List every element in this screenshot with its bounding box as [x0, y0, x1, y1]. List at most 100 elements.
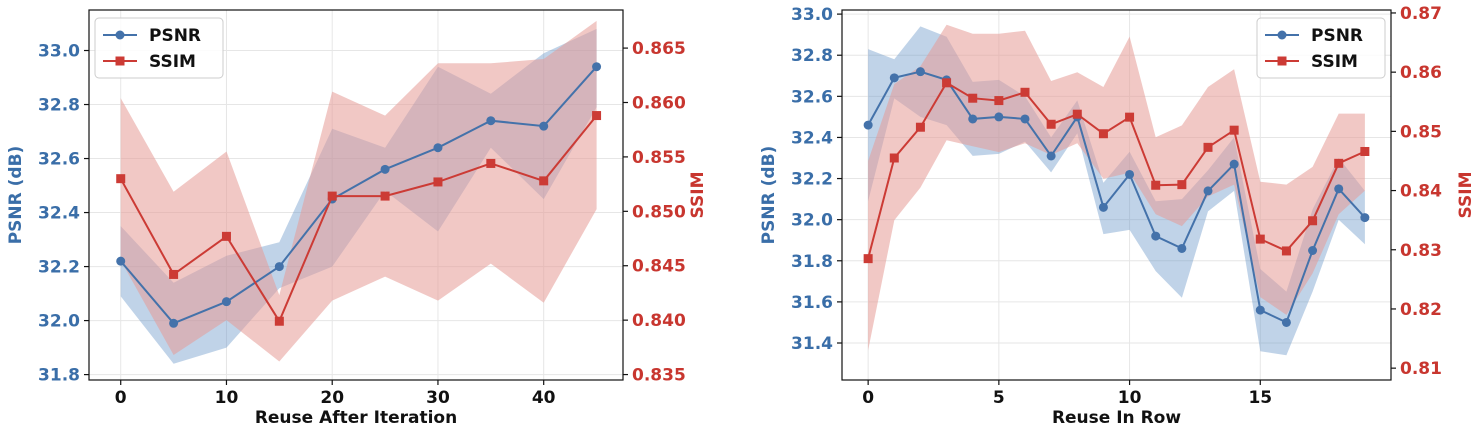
chart2-ssim-point	[915, 122, 925, 132]
chart1-x-tick-label: 20	[320, 388, 344, 408]
chart2-x-tick-label: 0	[862, 388, 874, 408]
chart2-psnr-point	[889, 73, 899, 83]
chart1-y-left-tick-label: 32.0	[38, 312, 80, 332]
chart1-ssim-line	[119, 114, 598, 324]
chart2-legend-swatch-marker	[1277, 30, 1287, 40]
chart1-plot-frame	[88, 9, 624, 381]
chart1-y-left-tick-label: 32.8	[38, 96, 80, 116]
chart2-legend-box	[1256, 17, 1386, 79]
chart2-psnr-point	[1334, 184, 1344, 194]
chart1-y-right-tick-label: 0.850	[632, 202, 686, 222]
chart1-x-tick-label: 30	[426, 388, 450, 408]
chart2-y-left-tick-label: 33.0	[791, 5, 833, 25]
chart2-ssim-point	[863, 254, 873, 264]
chart1-ssim-band	[120, 20, 597, 362]
chart2-ssim-point	[1334, 158, 1344, 168]
chart2-ssim-band	[868, 24, 1365, 351]
chart2-ssim-point	[889, 153, 899, 163]
chart1-y-right-tick-label: 0.855	[632, 148, 686, 168]
chart1-ssim-point	[486, 158, 496, 168]
chart1-psnr-point	[169, 318, 179, 328]
chart2-ssim-point	[968, 93, 978, 103]
chart2-legend-label: PSNR	[1311, 26, 1363, 46]
chart2-ssim-point	[1360, 146, 1370, 156]
chart1-legend-label: PSNR	[149, 26, 201, 46]
chart1-ssim-point	[327, 191, 337, 201]
chart2-psnr-point	[915, 67, 925, 77]
chart1-y-left-tick-label: 31.8	[38, 366, 80, 386]
chart2-legend-swatch-marker	[1277, 56, 1287, 66]
chart2-y-left-tick-label: 32.8	[791, 46, 833, 66]
chart2-y-right-tick-label: 0.87	[1400, 4, 1442, 24]
chart1-ssim-point	[274, 316, 284, 326]
chart1-psnr-point	[486, 116, 496, 126]
chart2-psnr-point	[1203, 186, 1213, 196]
chart2-y-right-tick-label: 0.85	[1400, 122, 1442, 142]
chart2-ssim-point	[1255, 234, 1265, 244]
chart2-psnr-point	[994, 112, 1004, 122]
chart2-x-tick-label: 5	[993, 388, 1005, 408]
chart1-x-axis-label: Reuse After Iteration	[255, 408, 457, 428]
chart2-psnr-point	[1020, 114, 1030, 124]
chart2-y-left-tick-label: 31.4	[791, 334, 833, 354]
chart2-ssim-point	[1281, 246, 1291, 256]
chart2-psnr-point	[1229, 159, 1239, 169]
chart2-psnr-point	[1098, 202, 1108, 212]
chart2-ssim-point	[1151, 180, 1161, 190]
chart2-psnr-point	[1151, 231, 1161, 241]
chart2-psnr-point	[1046, 151, 1056, 161]
chart2-y-left-tick-label: 32.0	[791, 211, 833, 231]
chart2-ssim-point	[1203, 142, 1213, 152]
chart2-ssim-point	[1098, 129, 1108, 139]
chart1-psnr-point	[539, 121, 549, 131]
chart2-y-left-tick-label: 32.6	[791, 87, 833, 107]
chart2-psnr-point	[863, 120, 873, 130]
chart2-psnr-point	[1177, 243, 1187, 253]
chart2-y-right-tick-label: 0.86	[1400, 63, 1442, 83]
chart1-psnr-point	[433, 143, 443, 153]
chart1-legend-label: SSIM	[149, 52, 196, 72]
chart1-ssim-point	[116, 174, 126, 184]
chart2-psnr-point	[968, 114, 978, 124]
chart1-psnr-point	[274, 262, 284, 272]
chart1-ssim-point	[380, 191, 390, 201]
chart1-y-left-tick-label: 32.4	[38, 204, 80, 224]
chart1-psnr-point	[380, 164, 390, 174]
chart2-psnr-point	[1281, 317, 1291, 327]
chart1-y-left-axis-label: PSNR (dB)	[6, 146, 26, 245]
chart1-y-left-tick-label: 32.6	[38, 150, 80, 170]
chart2-y-right-tick-label: 0.81	[1400, 359, 1442, 379]
chart2-y-right-tick-label: 0.83	[1400, 241, 1442, 261]
chart1-ssim-point	[169, 269, 179, 279]
chart1-legend-swatch-marker	[115, 56, 125, 66]
chart1-psnr-point	[592, 62, 602, 72]
chart1-ssim-point	[539, 176, 549, 186]
chart1-ssim-point	[592, 111, 602, 121]
chart1-psnr-point	[116, 256, 126, 266]
chart2-ssim-point	[1046, 119, 1056, 129]
chart2-y-left-tick-label: 31.8	[791, 252, 833, 272]
chart1-x-tick-label: 10	[215, 388, 239, 408]
chart1-x-tick-label: 0	[115, 388, 127, 408]
chart1-y-right-tick-label: 0.845	[632, 257, 686, 277]
chart2-ssim-point	[1072, 109, 1082, 119]
chart2-x-tick-label: 15	[1248, 388, 1272, 408]
chart2-psnr-point	[1308, 246, 1318, 255]
chart1-psnr-line	[119, 66, 598, 325]
chart2-ssim-point	[1020, 87, 1030, 97]
chart1-legend-swatch-marker	[115, 30, 125, 40]
chart2-y-right-axis-label: SSIM	[1456, 172, 1476, 219]
chart2-legend-label: SSIM	[1311, 52, 1358, 72]
chart1-x-tick-label: 40	[532, 388, 556, 408]
chart2-ssim-point	[1308, 216, 1318, 226]
chart1-y-right-tick-label: 0.840	[632, 311, 686, 331]
chart2-y-left-tick-label: 32.2	[791, 170, 833, 190]
chart1-ssim-point	[221, 231, 231, 241]
chart1-y-right-tick-label: 0.860	[632, 94, 686, 114]
chart1-y-right-tick-label: 0.835	[632, 366, 686, 386]
chart2-x-axis-label: Reuse In Row	[1052, 408, 1181, 428]
chart2-ssim-point	[1125, 112, 1135, 122]
chart1-psnr-point	[221, 297, 231, 307]
